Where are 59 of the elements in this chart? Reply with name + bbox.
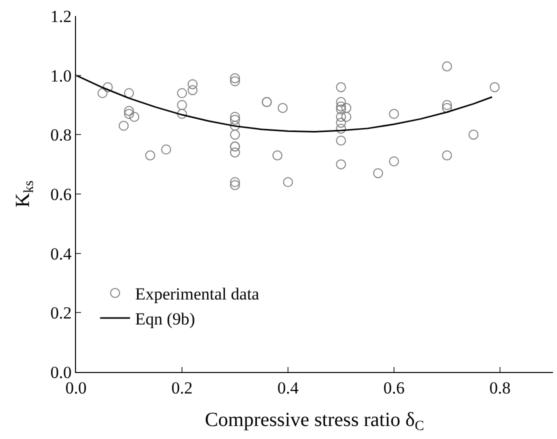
point	[188, 85, 198, 96]
y-tick-label: 1.2	[50, 6, 72, 26]
point	[389, 156, 399, 166]
point	[336, 82, 346, 92]
point	[230, 112, 240, 122]
point	[490, 82, 500, 92]
point	[389, 108, 399, 119]
point	[230, 76, 240, 86]
point	[124, 88, 134, 98]
point	[336, 104, 346, 114]
point	[230, 147, 240, 158]
point	[98, 88, 108, 98]
point	[283, 177, 293, 188]
y-tick-label: 0.6	[50, 184, 72, 204]
point	[442, 61, 452, 72]
y-tick-label: 0.8	[50, 126, 72, 145]
point	[336, 101, 346, 112]
point	[341, 112, 352, 122]
x-axis-title: Compressive stress ratio δ$_{C}$	[204, 408, 424, 434]
point	[336, 112, 346, 122]
point	[124, 108, 134, 119]
point	[468, 130, 478, 140]
point	[230, 73, 240, 84]
point	[161, 144, 172, 154]
y-tick-label: 1.0	[50, 66, 72, 86]
x-tick-label: 0.2	[171, 378, 193, 398]
point	[230, 114, 240, 125]
legend-label: Experimental data	[135, 284, 260, 304]
point	[442, 150, 452, 160]
point	[177, 108, 187, 119]
point	[341, 102, 352, 113]
point	[230, 130, 240, 140]
y-tick-label: 0.4	[50, 244, 72, 264]
point	[118, 120, 129, 131]
point	[124, 106, 134, 116]
point	[230, 120, 240, 131]
point	[145, 150, 156, 160]
point	[278, 102, 288, 113]
point	[129, 112, 140, 122]
x-tick-label: 0.6	[383, 378, 405, 398]
point	[177, 100, 187, 110]
point	[336, 136, 346, 146]
point	[230, 180, 240, 190]
point	[336, 159, 346, 170]
point	[442, 100, 452, 110]
legend-label: Eqn (9b)	[135, 310, 196, 329]
y-tick-label: 0.2	[50, 304, 72, 323]
point	[177, 88, 187, 98]
point	[230, 177, 240, 188]
point	[102, 82, 113, 92]
point	[336, 97, 346, 108]
point	[373, 168, 384, 178]
point	[336, 118, 346, 128]
point	[336, 124, 346, 134]
point	[272, 150, 282, 160]
point	[188, 79, 198, 90]
x-tick-label: 0.8	[489, 378, 511, 398]
x-tick-label: 0.4	[277, 378, 300, 398]
point	[442, 102, 452, 113]
